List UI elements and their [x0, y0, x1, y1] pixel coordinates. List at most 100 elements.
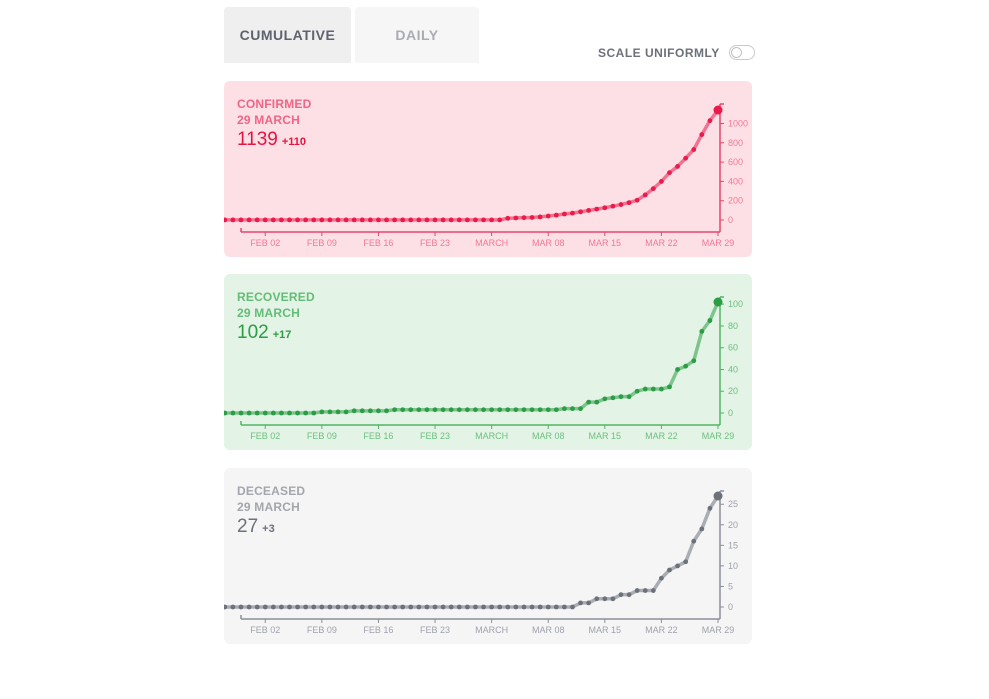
recovered-data-point — [287, 410, 292, 416]
recovered-data-point — [303, 410, 309, 416]
deceased-data-point — [303, 604, 309, 610]
recovered-x-tick-label: FEB 02 — [250, 431, 280, 441]
confirmed-data-point — [351, 217, 357, 223]
recovered-data-point — [634, 388, 640, 394]
confirmed-y-tick-label: 200 — [728, 196, 743, 206]
tab-cumulative[interactable]: CUMULATIVE — [224, 7, 351, 63]
toggle-knob — [730, 47, 742, 58]
recovered-data-point — [224, 410, 228, 416]
deceased-data-point — [667, 567, 672, 573]
confirmed-data-point — [699, 132, 705, 137]
recovered-data-point — [246, 410, 252, 416]
confirmed-x-tick-label: MAR 08 — [532, 238, 565, 248]
deceased-chart-panel: FEB 02 FEB 09 FEB 16 FEB 23 MARCH MAR 08 MAR 1… — [224, 468, 752, 644]
confirmed-data-point — [279, 217, 284, 223]
deceased-data-point — [327, 604, 333, 610]
deceased-data-point — [521, 604, 527, 610]
recovered-data-point — [238, 410, 244, 416]
confirmed-x-tick-label: MAR 22 — [645, 238, 678, 248]
confirmed-x-tick-label: MAR 29 — [702, 238, 735, 248]
recovered-y-tick-label: 0 — [728, 408, 733, 418]
recovered-data-point — [335, 409, 341, 415]
deceased-data-point — [570, 604, 575, 610]
confirmed-date: 29 MARCH — [237, 113, 300, 127]
confirmed-count: 1139 +110 — [237, 128, 306, 154]
recovered-data-point — [254, 410, 260, 416]
deceased-data-point — [238, 604, 244, 610]
confirmed-data-point — [287, 217, 292, 223]
scale-uniformly-toggle[interactable] — [728, 45, 755, 60]
deceased-data-point — [440, 604, 446, 610]
recovered-data-point — [351, 408, 357, 414]
confirmed-x-tick-label: FEB 23 — [420, 238, 450, 248]
deceased-data-point — [489, 604, 495, 610]
confirmed-data-point — [343, 217, 349, 223]
deceased-data-point — [626, 592, 632, 598]
deceased-x-tick-label: MAR 29 — [702, 625, 735, 635]
recovered-data-point — [295, 410, 300, 416]
confirmed-data-point — [561, 211, 567, 217]
recovered-data-point — [626, 394, 632, 400]
recovered-data-point — [424, 407, 430, 413]
recovered-data-point — [367, 408, 373, 414]
tab-daily[interactable]: DAILY — [355, 7, 479, 63]
deceased-y-tick-label: 5 — [728, 581, 733, 591]
confirmed-data-point — [513, 215, 519, 221]
deceased-data-point — [416, 604, 422, 610]
recovered-data-point — [392, 407, 398, 413]
recovered-chart-panel: FEB 02 FEB 09 FEB 16 FEB 23 MARCH MAR 08 MAR 1… — [224, 274, 752, 450]
recovered-data-point — [602, 396, 608, 402]
deceased-data-point — [270, 604, 276, 610]
confirmed-data-point — [642, 192, 648, 198]
confirmed-data-point — [384, 217, 389, 223]
confirmed-x-tick-label: FEB 09 — [307, 238, 337, 248]
deceased-data-point — [262, 604, 268, 610]
chart-mode-tabs: CUMULATIVE DAILY — [224, 7, 479, 63]
confirmed-data-point — [481, 217, 486, 223]
deceased-data-point — [505, 604, 511, 610]
recovered-x-tick-label: MARCH — [475, 431, 508, 441]
confirmed-data-point — [392, 217, 398, 223]
confirmed-chart-panel: FEB 02 FEB 09 FEB 16 FEB 23 MARCH MAR 08 MAR 1… — [224, 81, 752, 257]
scale-uniformly-label: SCALE UNIFORMLY — [598, 45, 720, 60]
recovered-data-point — [667, 384, 672, 390]
confirmed-data-point — [303, 217, 309, 223]
recovered-date: 29 MARCH — [237, 306, 300, 320]
recovered-x-tick-label: FEB 16 — [363, 431, 393, 441]
confirmed-data-point — [432, 217, 438, 223]
deceased-x-tick-label: MAR 08 — [532, 625, 565, 635]
confirmed-data-point — [586, 208, 592, 213]
recovered-data-point — [691, 358, 697, 364]
recovered-data-point — [416, 407, 422, 413]
deceased-data-point — [456, 604, 462, 610]
recovered-data-point — [594, 399, 600, 405]
confirmed-data-point — [464, 217, 470, 223]
recovered-data-point — [553, 407, 559, 413]
confirmed-y-tick-label: 0 — [728, 215, 733, 225]
confirmed-data-point — [650, 186, 656, 192]
confirmed-chart-svg: FEB 02 FEB 09 FEB 16 FEB 23 MARCH MAR 08 MAR 1… — [224, 103, 748, 248]
deceased-y-tick-label: 20 — [728, 520, 738, 530]
deceased-data-point — [618, 592, 624, 598]
recovered-data-point — [497, 407, 503, 413]
deceased-data-point — [529, 604, 535, 610]
scale-uniformly-control: SCALE UNIFORMLY — [598, 45, 755, 60]
deceased-data-point — [311, 604, 317, 610]
confirmed-data-point — [497, 217, 503, 223]
deceased-data-point — [246, 604, 252, 610]
confirmed-data-point — [319, 217, 325, 223]
recovered-data-point — [327, 409, 333, 415]
confirmed-data-point — [634, 197, 640, 203]
deceased-data-point — [553, 604, 559, 610]
deceased-data-point — [610, 596, 616, 602]
confirmed-data-point — [537, 214, 543, 220]
confirmed-x-tick-label: MAR 15 — [589, 238, 622, 248]
deceased-data-point — [343, 604, 349, 610]
recovered-data-point — [529, 407, 535, 413]
deceased-y-tick-label: 25 — [728, 499, 738, 509]
confirmed-title: CONFIRMED — [237, 97, 312, 111]
deceased-x-tick-label: FEB 02 — [250, 625, 280, 635]
deceased-data-point — [254, 604, 260, 610]
recovered-data-point — [376, 408, 381, 414]
confirmed-x-tick-label: FEB 16 — [363, 238, 393, 248]
